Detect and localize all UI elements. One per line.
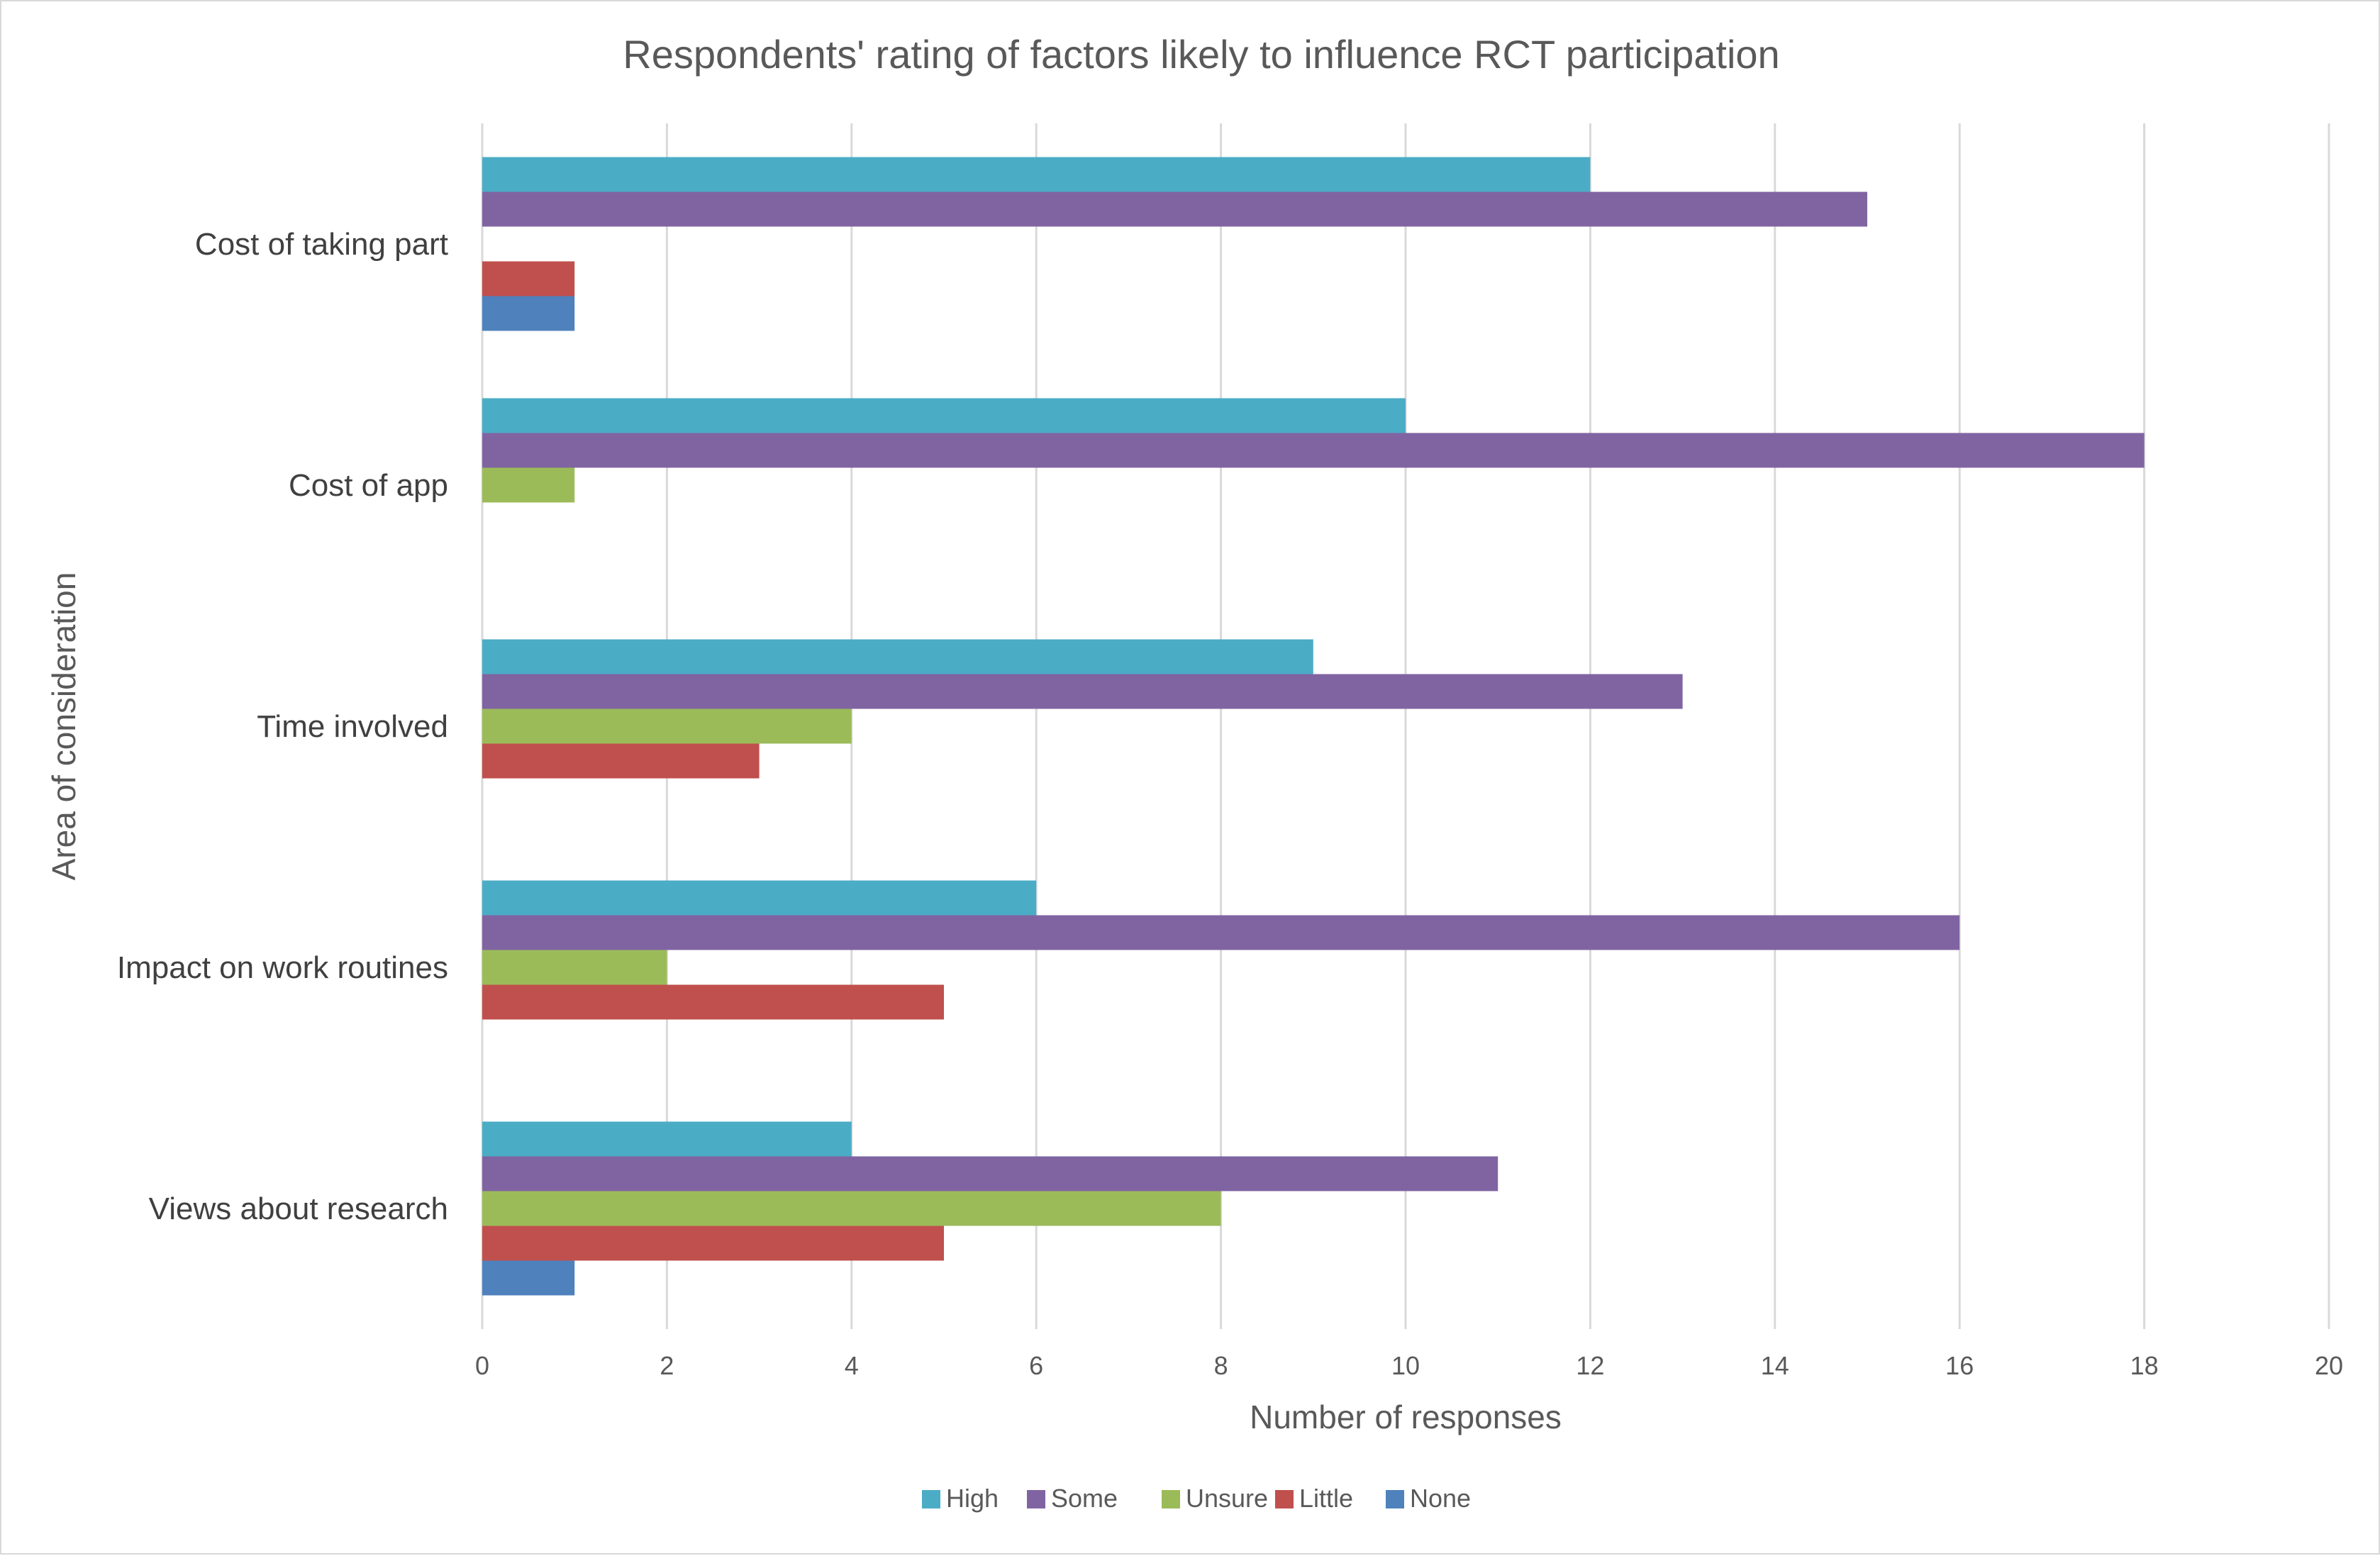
bar-none-1 — [482, 296, 575, 331]
bar-some-2 — [482, 433, 2145, 468]
legend-swatch — [922, 1490, 940, 1508]
legend-item-unsure: Unsure — [1162, 1484, 1268, 1513]
x-tick-labels: 0 2 4 6 8 10 12 14 16 18 20 — [475, 1351, 2343, 1380]
legend-item-little: Little — [1275, 1484, 1353, 1513]
bar-little-1 — [482, 261, 575, 296]
x-axis-title: Number of responses — [1250, 1399, 1562, 1435]
legend-swatch — [1386, 1490, 1404, 1508]
bar-little-5 — [482, 1226, 944, 1261]
bar-high-5 — [482, 1121, 852, 1157]
bar-high-3 — [482, 639, 1313, 674]
legend-swatch — [1162, 1490, 1180, 1508]
legend-swatch — [1275, 1490, 1294, 1508]
x-tick-label: 16 — [1945, 1351, 1974, 1380]
bar-unsure-2 — [482, 467, 575, 503]
category-label: Time involved — [257, 709, 448, 744]
legend: High Some Unsure Little None — [922, 1484, 1471, 1513]
x-tick-label: 0 — [475, 1351, 489, 1380]
x-tick-label: 14 — [1761, 1351, 1789, 1380]
bar-little-3 — [482, 743, 760, 779]
x-tick-label: 20 — [2315, 1351, 2343, 1380]
bar-none-5 — [482, 1260, 575, 1296]
bar-some-4 — [482, 915, 1960, 950]
legend-label: Some — [1051, 1484, 1118, 1513]
bar-unsure-4 — [482, 950, 667, 985]
category-label: Cost of app — [289, 468, 448, 503]
y-axis-title: Area of consideration — [45, 572, 82, 881]
bar-some-3 — [482, 674, 1683, 709]
x-tick-label: 4 — [845, 1351, 859, 1380]
gridlines — [481, 123, 2330, 1329]
legend-swatch — [1027, 1490, 1045, 1508]
bar-unsure-5 — [482, 1191, 1221, 1226]
x-tick-label: 8 — [1214, 1351, 1228, 1380]
category-label: Cost of taking part — [195, 227, 448, 262]
bar-high-1 — [482, 157, 1591, 192]
bar-little-4 — [482, 984, 944, 1020]
x-tick-label: 2 — [660, 1351, 674, 1380]
bars — [482, 157, 2145, 1296]
legend-label: Little — [1299, 1484, 1353, 1513]
bar-some-5 — [482, 1156, 1498, 1191]
bar-high-2 — [482, 398, 1406, 433]
category-label: Views about research — [149, 1191, 448, 1226]
category-labels: Cost of taking part Cost of app Time invol… — [117, 227, 448, 1226]
x-tick-label: 12 — [1576, 1351, 1604, 1380]
category-label: Impact on work routines — [117, 950, 448, 985]
bar-unsure-3 — [482, 708, 852, 744]
x-tick-label: 18 — [2130, 1351, 2159, 1380]
legend-label: Unsure — [1186, 1484, 1268, 1513]
legend-item-none: None — [1386, 1484, 1471, 1513]
legend-label: High — [946, 1484, 999, 1513]
x-tick-label: 6 — [1029, 1351, 1043, 1380]
x-tick-label: 10 — [1391, 1351, 1420, 1380]
bar-some-1 — [482, 191, 1867, 227]
chart-title: Respondents' rating of factors likely to… — [623, 32, 1779, 77]
legend-item-high: High — [922, 1484, 999, 1513]
legend-label: None — [1410, 1484, 1471, 1513]
legend-item-some: Some — [1027, 1484, 1118, 1513]
bar-high-4 — [482, 880, 1037, 916]
